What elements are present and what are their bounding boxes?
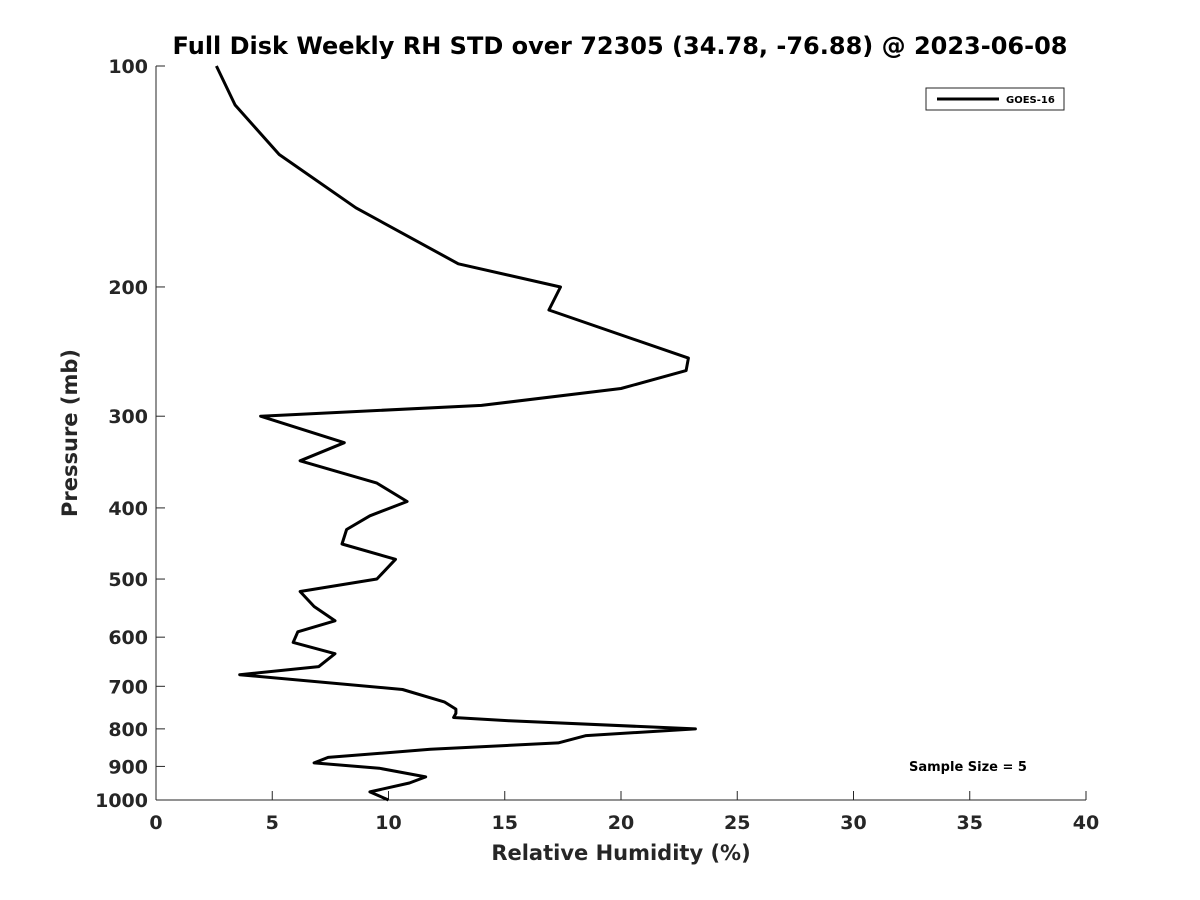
x-axis-label: Relative Humidity (%) [491,841,750,865]
x-tick-label: 5 [266,812,279,834]
y-tick-label: 900 [108,756,148,778]
x-tick-label: 40 [1073,812,1099,834]
y-tick-label: 1000 [95,790,148,812]
x-tick-label: 20 [608,812,634,834]
legend-label-goes16: GOES-16 [1006,95,1055,106]
y-tick-label: 500 [108,569,148,591]
y-tick-label: 800 [108,719,148,741]
plot-area [155,66,1086,801]
y-axis-ticks: 100 200 300 400 500 600 700 800 900 1000 [95,56,165,812]
x-tick-label: 35 [957,812,983,834]
y-tick-label: 300 [108,406,148,428]
x-tick-label: 25 [724,812,750,834]
series-line-goes16 [215,65,697,802]
y-tick-label: 200 [108,277,148,299]
x-tick-label: 30 [840,812,866,834]
y-tick-label: 600 [108,627,148,649]
y-tick-label: 100 [108,56,148,78]
legend: GOES-16 [925,87,1065,111]
x-tick-label: 10 [375,812,401,834]
x-tick-label: 0 [149,812,162,834]
sample-size-annotation: Sample Size = 5 [909,760,1027,775]
y-tick-label: 400 [108,498,148,520]
chart-title: Full Disk Weekly RH STD over 72305 (34.7… [173,32,1068,60]
x-tick-label: 15 [492,812,518,834]
x-axis-ticks: 0 5 10 15 20 25 30 35 40 [149,791,1099,834]
y-tick-label: 700 [108,676,148,698]
y-axis-label: Pressure (mb) [58,349,82,517]
